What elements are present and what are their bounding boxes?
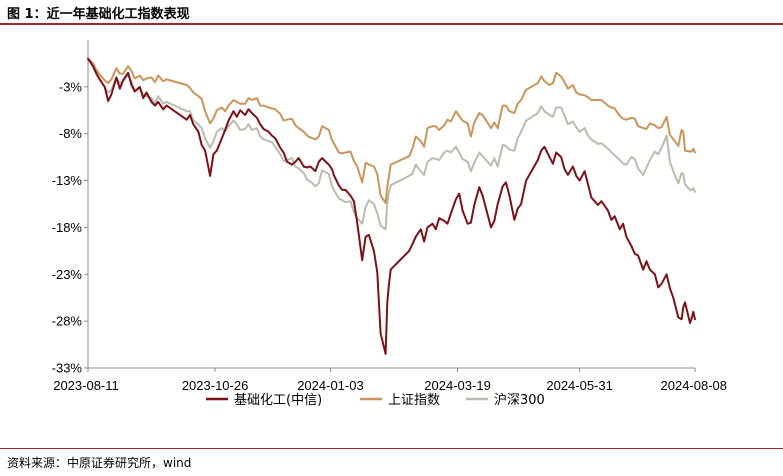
figure-title: 图 1：近一年基础化工指数表现 [7,7,190,22]
x-tick-label: 2024-05-31 [546,378,613,393]
y-tick-label: -28% [52,314,83,329]
x-tick-labels: 2023-08-11 2023-10-26 2024-01-03 2024-03-19… [53,378,727,393]
line-chart: -3%-8%-13%-18%-23%-28%-33% 2023-08-11 202… [52,40,727,408]
x-tick-label: 2024-01-03 [297,378,364,393]
x-tick-label: 2023-10-26 [182,378,249,393]
series-line-2 [87,57,696,231]
footer-rule [0,448,783,449]
series-line-1 [87,57,696,205]
chart-axes [84,40,696,372]
legend-label-1: 上证指数 [388,393,440,408]
y-tick-label: -18% [52,220,83,235]
legend-label-0: 基础化工(中信) [234,393,322,408]
y-tick-label: -8% [59,126,83,141]
y-tick-label: -33% [52,361,83,376]
y-tick-label: -23% [52,267,83,282]
series-line-0 [87,57,696,355]
x-tick-label: 2024-03-19 [424,378,491,393]
legend-label-2: 沪深300 [494,392,545,408]
y-tick-label: -13% [52,173,83,188]
x-tick-label: 2024-08-08 [661,378,728,393]
title-rule [0,23,783,25]
chart-legend: 基础化工(中信) 上证指数 沪深300 [206,392,545,408]
source-note: 资料来源：中原证券研究所，wind [7,456,192,470]
y-tick-labels: -3% -8% -13% -18% -23% -28% -33% [52,79,83,375]
y-tick-label: -3% [59,79,83,94]
x-tick-label: 2023-08-11 [53,378,119,393]
series-lines [87,57,696,355]
